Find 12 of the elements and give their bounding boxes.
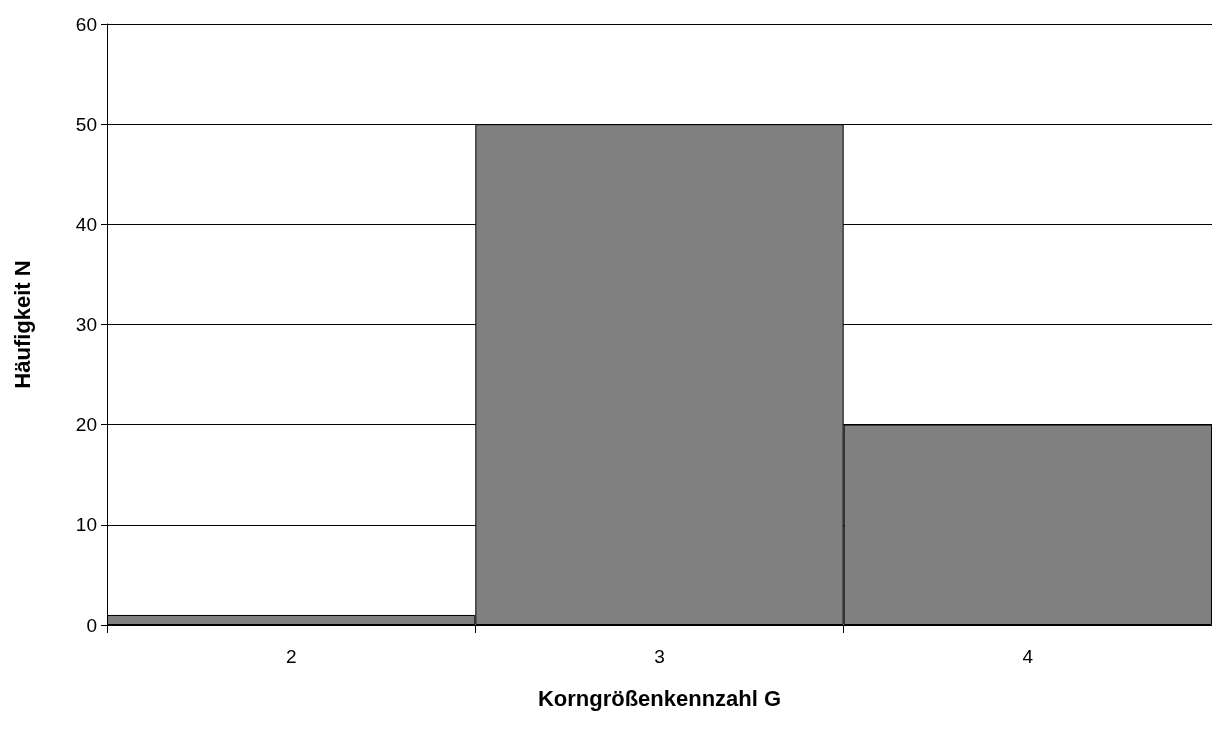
y-tick-label: 0 <box>86 614 97 636</box>
y-tick-label: 60 <box>75 13 97 35</box>
x-tick-label: 3 <box>654 646 665 667</box>
y-tick-label: 30 <box>75 314 97 335</box>
x-tick-label: 2 <box>285 646 297 667</box>
x-tick-label: 4 <box>1022 646 1034 667</box>
y-tick-label: 10 <box>75 514 97 536</box>
y-axis-title: Häufigkeit N <box>9 260 35 389</box>
x-axis-title: Korngrößenkennzahl G <box>537 685 782 711</box>
y-tick-label: 40 <box>75 213 97 235</box>
y-tick-label: 50 <box>75 113 97 135</box>
y-tick-label: 20 <box>75 414 97 436</box>
